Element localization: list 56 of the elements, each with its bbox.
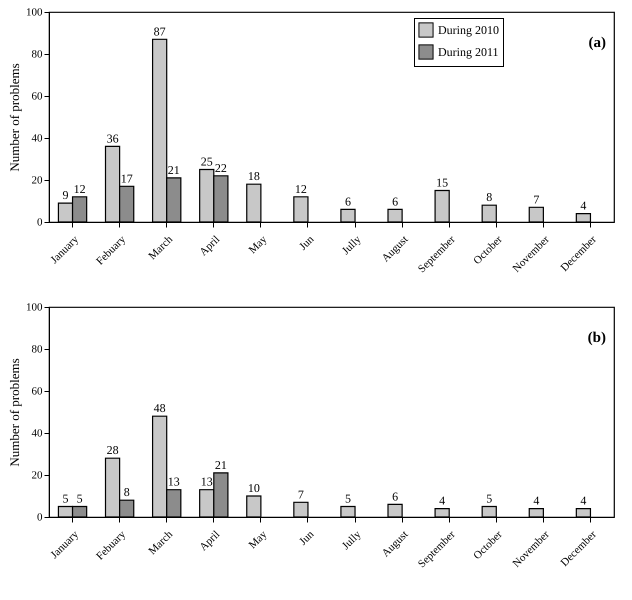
data-label: 9: [62, 188, 68, 202]
data-label: 17: [120, 171, 133, 186]
y-tick-label: 40: [32, 132, 43, 144]
data-label: 8: [486, 190, 492, 204]
data-label: 5: [76, 492, 83, 506]
annotation: (b): [588, 330, 606, 346]
data-label: 5: [62, 492, 68, 506]
y-tick-label: 0: [37, 216, 43, 228]
data-label: 87: [154, 24, 166, 38]
data-label: 4: [439, 494, 446, 508]
data-label: 7: [298, 487, 304, 502]
data-label: 7: [533, 192, 540, 206]
data-label: 10: [248, 481, 260, 495]
x-tick-label: Jully: [340, 528, 364, 552]
data-label: 6: [344, 194, 351, 208]
data-label: 8: [124, 485, 130, 500]
data-label: 15: [436, 176, 448, 190]
y-axis-title: Number of problems: [7, 358, 22, 467]
data-label: 36: [106, 131, 119, 146]
data-label: 4: [580, 494, 586, 508]
y-tick-label: 40: [32, 428, 43, 440]
data-label: 28: [106, 443, 119, 458]
annotation: (a): [588, 35, 606, 51]
y-tick-label: 100: [26, 302, 43, 314]
data-label: 5: [344, 492, 351, 506]
data-label: 12: [74, 182, 86, 196]
data-label: 22: [214, 160, 227, 175]
x-tick-label: May: [246, 528, 270, 552]
legend-label: During 2011: [438, 45, 499, 59]
y-tick-label: 20: [32, 174, 43, 186]
data-label: 4: [580, 198, 586, 213]
x-tick-label: Jun: [297, 233, 317, 253]
data-label: 21: [214, 458, 227, 472]
legend-label: During 2010: [438, 23, 499, 37]
x-tick-label: Jully: [340, 233, 364, 258]
data-label: 12: [294, 182, 307, 196]
data-label: 48: [154, 401, 166, 416]
data-label: 18: [248, 169, 260, 184]
y-tick-label: 0: [37, 512, 43, 524]
y-axis-title: Number of problems: [7, 63, 22, 172]
data-label: 21: [168, 162, 180, 177]
y-tick-label: 80: [32, 344, 43, 356]
data-label: 5: [486, 492, 492, 506]
x-tick-label: May: [246, 233, 270, 256]
x-tick-label: Jun: [297, 528, 317, 548]
y-tick-label: 100: [26, 6, 43, 18]
data-label: 13: [168, 474, 180, 489]
data-label: 6: [392, 489, 398, 504]
y-tick-label: 20: [32, 470, 43, 482]
y-tick-label: 60: [32, 386, 43, 398]
data-label: 6: [392, 194, 398, 208]
data-label: 25: [200, 154, 213, 168]
y-tick-label: 80: [32, 48, 43, 60]
data-label: 13: [200, 474, 213, 489]
y-tick-label: 60: [32, 90, 43, 102]
data-label: 4: [533, 494, 540, 508]
